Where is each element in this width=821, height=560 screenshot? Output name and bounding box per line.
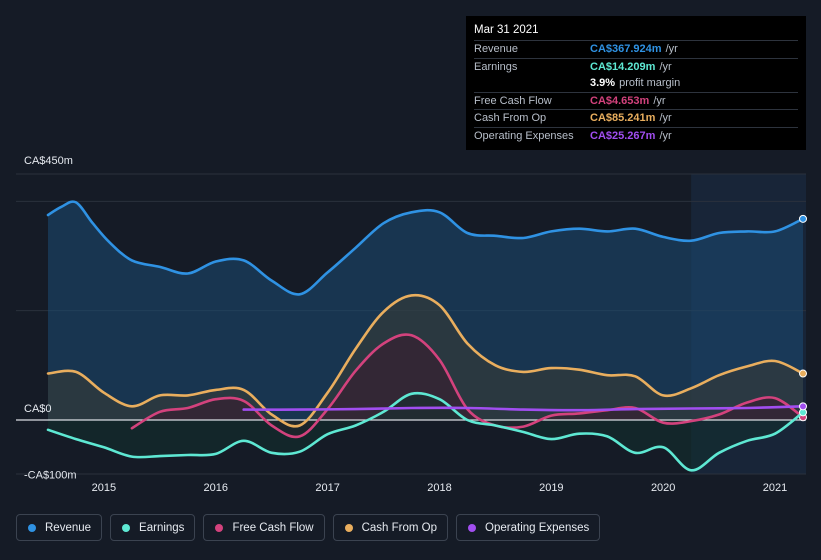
legend-label: Earnings — [139, 521, 185, 534]
legend-label: Operating Expenses — [485, 521, 590, 534]
x-tick-label: 2019 — [539, 482, 563, 494]
tooltip-row-unit: /yr — [659, 112, 672, 125]
legend-item-operating-expenses[interactable]: Operating Expenses — [456, 514, 601, 541]
tooltip-row-unit: profit margin — [619, 77, 681, 90]
x-tick-label: 2021 — [763, 482, 787, 494]
y-tick-label: CA$450m — [24, 155, 73, 167]
area-free-cash-flow — [131, 334, 803, 437]
y-tick-label: -CA$100m — [24, 470, 77, 482]
x-tick-label: 2016 — [204, 482, 228, 494]
legend-item-earnings[interactable]: Earnings — [110, 514, 196, 541]
tooltip-row-value: CA$14.209m — [590, 60, 656, 73]
tooltip-row-label: Operating Expenses — [474, 129, 574, 142]
tooltip-row: Operating Expenses CA$25.267m/yr — [474, 126, 798, 145]
legend-dot-icon — [215, 523, 224, 532]
data-tooltip: Mar 31 2021 Revenue CA$367.924m/yr Earning… — [466, 16, 806, 150]
y-tick-label: CA$0 — [24, 403, 52, 415]
tooltip-row: Free Cash Flow CA$4.653m/yr — [474, 91, 798, 110]
x-tick-label: 2020 — [651, 482, 675, 494]
endpoint-cash-from-op — [799, 369, 807, 378]
legend-item-cash-from-op[interactable]: Cash From Op — [332, 514, 449, 541]
tooltip-row-label: Cash From Op — [474, 112, 547, 125]
tooltip-row: Earnings CA$14.209m/yr — [474, 57, 798, 76]
legend-label: Cash From Op — [361, 521, 438, 534]
financial-chart: CA$450m CA$0 -CA$100m 2015 2016 2017 2018 2019 2… — [16, 155, 807, 494]
tooltip-row-label: Earnings — [474, 60, 518, 73]
tooltip-row-label — [474, 75, 590, 92]
legend-dot-icon — [344, 523, 353, 532]
legend-item-free-cash-flow[interactable]: Free Cash Flow — [203, 514, 325, 541]
endpoint-operating-expenses — [799, 402, 807, 411]
tooltip-row-unit: /yr — [659, 60, 672, 73]
line-cash-from-op — [46, 293, 805, 428]
tooltip-row-unit: /yr — [653, 94, 666, 107]
legend-label: Revenue — [45, 521, 92, 534]
x-tick-label: 2018 — [427, 482, 451, 494]
legend-label: Free Cash Flow — [232, 521, 314, 534]
legend-dot-icon — [122, 523, 131, 532]
endpoint-revenue — [799, 214, 807, 223]
line-earnings — [46, 391, 805, 472]
tooltip-row-label: Free Cash Flow — [474, 94, 552, 107]
line-revenue — [46, 200, 805, 296]
tooltip-row: 3.9% profit margin — [474, 75, 798, 92]
x-tick-label: 2017 — [315, 482, 339, 494]
tooltip-row-value: CA$25.267m — [590, 129, 656, 142]
tooltip-row-unit: /yr — [659, 129, 672, 142]
legend-dot-icon — [468, 523, 477, 532]
tooltip-row-value: 3.9% — [590, 77, 616, 90]
tooltip-row: Cash From Op CA$85.241m/yr — [474, 109, 798, 127]
x-tick-label: 2015 — [92, 482, 116, 494]
legend: Revenue Earnings Free Cash Flow Cash From O… — [16, 514, 601, 541]
tooltip-row-label: Revenue — [474, 43, 519, 55]
tooltip-row-value: CA$85.241m — [590, 112, 656, 125]
legend-dot-icon — [28, 523, 36, 532]
tooltip-row-value: CA$4.653m — [590, 94, 650, 107]
line-operating-expenses — [242, 405, 805, 412]
tooltip-row-value: CA$367.924m — [590, 43, 662, 55]
legend-item-revenue[interactable]: Revenue — [16, 514, 103, 541]
tooltip-date: Mar 31 2021 — [474, 24, 539, 36]
tooltip-row-unit: /yr — [665, 43, 678, 55]
tooltip-row: Revenue CA$367.924m/yr — [474, 40, 798, 58]
